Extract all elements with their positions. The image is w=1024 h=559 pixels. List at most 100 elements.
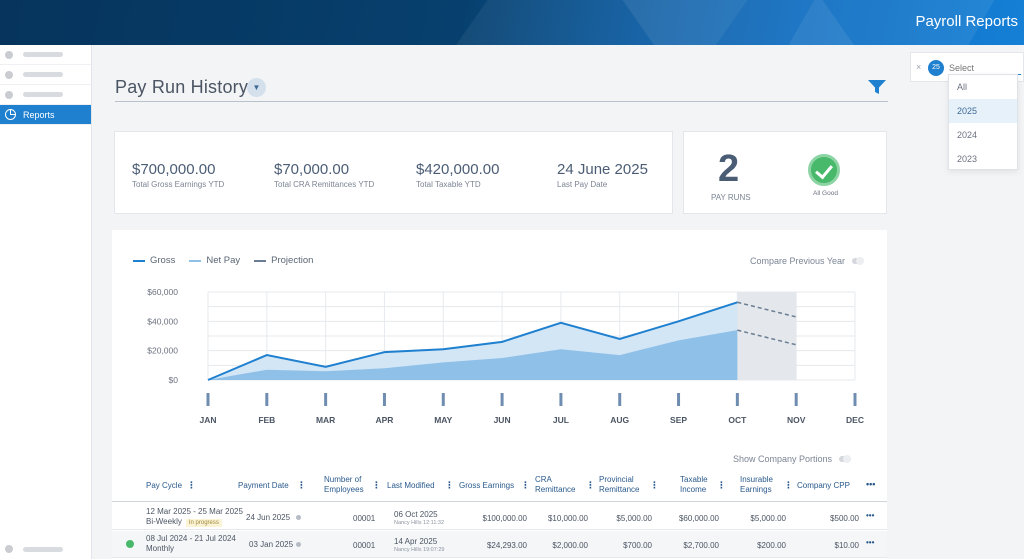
compare-previous-year: Compare Previous Year xyxy=(750,256,865,266)
column-menu-icon[interactable]: ⋮ xyxy=(586,480,595,490)
stat-value: $70,000.00 xyxy=(274,161,350,178)
row-more-icon[interactable]: ••• xyxy=(866,511,875,520)
payment-date: 24 Jun 2025 xyxy=(246,513,291,522)
x-tick-marker xyxy=(265,393,269,406)
frequency-label: Bi-Weekly xyxy=(146,517,182,526)
insurable-earnings: $200.00 xyxy=(757,541,786,550)
y-tick-label: $40,000 xyxy=(147,316,178,326)
column-menu-icon[interactable]: ⋮ xyxy=(297,480,306,490)
sidebar: Reports xyxy=(0,45,92,559)
x-tick-label: JUN xyxy=(494,415,511,425)
year-option-2025[interactable]: 2025 xyxy=(949,99,1017,123)
x-tick-marker xyxy=(324,393,328,406)
column-menu-icon[interactable]: ⋮ xyxy=(445,480,454,490)
x-tick-marker xyxy=(677,393,681,406)
y-tick-label: $60,000 xyxy=(147,287,178,297)
filter-icon[interactable] xyxy=(868,80,886,95)
table-row[interactable]: 12 Mar 2025 - 25 Mar 2025 Bi-Weekly In pr… xyxy=(112,503,887,530)
x-tick-label: FEB xyxy=(258,415,275,425)
col-company-cpp[interactable]: Company CPP xyxy=(797,481,850,490)
column-menu-icon[interactable]: ⋮ xyxy=(187,480,196,490)
x-tick-label: JUL xyxy=(553,415,569,425)
year-option-2024[interactable]: 2024 xyxy=(957,130,978,140)
legend-label: Gross xyxy=(150,255,176,266)
x-tick-label: APR xyxy=(375,415,393,425)
x-tick-label: SEP xyxy=(670,415,687,425)
legend-item-net[interactable]: Net Pay xyxy=(189,255,240,266)
chart-panel xyxy=(112,230,887,559)
last-modified-date: 14 Apr 2025 xyxy=(394,537,438,546)
stat-cra: $70,000.00 Total CRA Remittances YTD xyxy=(274,161,374,189)
taxable-income: $60,000.00 xyxy=(678,514,719,523)
col-provincial-remittance[interactable]: Provincial Remittance xyxy=(599,475,640,494)
pay-frequency: Bi-Weekly In progress xyxy=(146,517,222,527)
x-tick-marker xyxy=(735,393,739,406)
dot-icon xyxy=(5,70,13,79)
col-gross-earnings[interactable]: Gross Earnings xyxy=(459,481,515,490)
stat-value: $420,000.00 xyxy=(416,161,500,178)
x-tick-label: NOV xyxy=(787,415,806,425)
legend-item-gross[interactable]: Gross xyxy=(133,255,175,266)
column-menu-icon[interactable]: ⋮ xyxy=(521,480,530,490)
sidebar-item-placeholder-2[interactable] xyxy=(0,65,91,85)
sidebar-item-reports[interactable]: Reports xyxy=(0,105,91,125)
col-number-of-employees[interactable]: Number of Employees xyxy=(324,475,364,494)
stat-label: Last Pay Date xyxy=(557,180,608,189)
stat-taxable: $420,000.00 Total Taxable YTD xyxy=(416,161,499,189)
col-payment-date[interactable]: Payment Date xyxy=(238,481,289,490)
column-menu-icon[interactable]: ⋮ xyxy=(784,480,793,490)
year-dropdown-list: All 2025 2024 2023 xyxy=(948,74,1018,170)
status-label: All Good xyxy=(813,190,838,197)
row-more-icon[interactable]: ••• xyxy=(866,538,875,547)
status-dot-icon xyxy=(296,515,301,520)
col-pay-cycle[interactable]: Pay Cycle xyxy=(146,481,183,490)
pay-cycle-range: 08 Jul 2024 - 21 Jul 2024 xyxy=(146,534,236,543)
y-tick-label: $20,000 xyxy=(147,346,178,356)
year-option-all[interactable]: All xyxy=(957,82,968,92)
count-badge: 25 xyxy=(928,60,944,76)
legend-label: Projection xyxy=(271,255,314,266)
x-tick-label: OCT xyxy=(728,415,747,425)
frequency-label: Monthly xyxy=(146,544,175,553)
company-portions-toggle-row: Show Company Portions xyxy=(733,454,852,464)
stat-label: Total CRA Remittances YTD xyxy=(274,180,375,189)
gross-earnings: $24,293.00 xyxy=(486,541,527,550)
more-options-icon[interactable]: ••• xyxy=(866,479,876,489)
col-last-modified[interactable]: Last Modified xyxy=(387,481,435,490)
projection-gross-line xyxy=(737,301,797,318)
close-icon[interactable]: × xyxy=(916,62,922,72)
status-dot-icon xyxy=(296,542,301,547)
stat-gross: $700,000.00 Total Gross Earnings YTD xyxy=(132,161,224,189)
net-pay-area xyxy=(208,330,738,380)
company-portions-toggle[interactable] xyxy=(839,455,852,463)
pay-runs-count: 2 xyxy=(718,148,741,190)
sidebar-item-placeholder-1[interactable] xyxy=(0,45,91,65)
year-option-2023[interactable]: 2023 xyxy=(957,154,978,164)
x-tick-marker xyxy=(441,393,445,406)
dot-icon xyxy=(5,50,13,59)
x-tick-label: DEC xyxy=(846,415,864,425)
modified-by: Nancy Hills 12:11:32 xyxy=(394,520,445,526)
col-taxable-income[interactable]: Taxable Income xyxy=(680,475,708,494)
stat-label: Total Gross Earnings YTD xyxy=(132,180,225,189)
col-insurable-earnings[interactable]: Insurable Earnings xyxy=(740,475,773,494)
compare-toggle[interactable] xyxy=(852,257,865,265)
sidebar-footer-item[interactable] xyxy=(5,545,63,553)
sidebar-item-placeholder-3[interactable] xyxy=(0,85,91,105)
insurable-earnings: $5,000.00 xyxy=(750,514,786,523)
column-menu-icon[interactable]: ⋮ xyxy=(372,480,381,490)
status-badge: In progress xyxy=(185,519,222,527)
col-cra-remittance[interactable]: CRA Remittance xyxy=(535,475,576,494)
x-tick-marker xyxy=(618,393,622,406)
column-menu-icon[interactable]: ⋮ xyxy=(717,480,726,490)
cra-remittance: $2,000.00 xyxy=(552,541,588,550)
column-menu-icon[interactable]: ⋮ xyxy=(650,480,659,490)
divider xyxy=(115,101,888,102)
chevron-down-icon[interactable]: ▼ xyxy=(247,78,266,97)
legend-item-projection[interactable]: Projection xyxy=(254,255,313,266)
stat-value: $700,000.00 xyxy=(132,161,216,178)
table-row[interactable]: 08 Jul 2024 - 21 Jul 2024 Monthly 03 Jan… xyxy=(112,531,887,558)
payment-date: 03 Jan 2025 xyxy=(249,540,294,549)
page-title: Pay Run History xyxy=(115,77,249,97)
y-tick-label: $0 xyxy=(169,375,179,385)
